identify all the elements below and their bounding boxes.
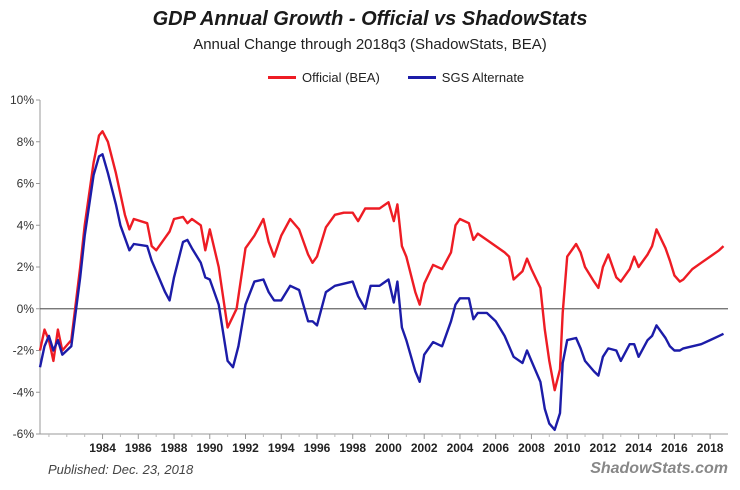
y-tick-label: -4% [13, 385, 35, 399]
x-tick-label: 2008 [518, 441, 545, 455]
x-tick-label: 2010 [554, 441, 581, 455]
series-line-official [38, 130, 725, 392]
x-tick-label: 1986 [125, 441, 152, 455]
x-tick-label: 1994 [268, 441, 295, 455]
x-tick-label: 2016 [661, 441, 688, 455]
x-tick-label: 2000 [375, 441, 402, 455]
x-tick-label: 2014 [625, 441, 652, 455]
y-tick-label: -2% [13, 344, 35, 358]
x-tick-label: 1992 [232, 441, 259, 455]
published-date: Published: Dec. 23, 2018 [48, 462, 194, 477]
y-tick-label: 0% [17, 302, 35, 316]
x-tick-label: 2018 [697, 441, 724, 455]
y-tick-label: 4% [17, 218, 35, 232]
legend-swatch-official [268, 76, 296, 79]
chart-legend: Official (BEA) SGS Alternate [268, 70, 552, 85]
legend-item-official: Official (BEA) [268, 70, 380, 85]
legend-swatch-sgs [407, 76, 436, 79]
y-tick-label: 10% [10, 93, 34, 107]
y-tick-label: 2% [17, 260, 35, 274]
x-tick-label: 2002 [411, 441, 438, 455]
chart-title: GDP Annual Growth - Official vs ShadowSt… [152, 8, 588, 30]
x-tick-label: 2006 [482, 441, 509, 455]
x-tick-label: 1988 [161, 441, 188, 455]
source-watermark: ShadowStats.com [590, 460, 728, 477]
x-tick-label: 1984 [89, 441, 116, 455]
legend-label-sgs: SGS Alternate [441, 70, 525, 85]
x-tick-label: 2012 [590, 441, 617, 455]
chart-subtitle: Annual Change through 2018q3 (ShadowStat… [193, 36, 547, 53]
legend-item-sgs: SGS Alternate [407, 70, 525, 85]
y-tick-label: -6% [13, 427, 35, 441]
x-tick-label: 1996 [304, 441, 331, 455]
y-tick-label: 8% [17, 135, 35, 149]
x-tick-label: 2004 [447, 441, 474, 455]
legend-label-official: Official (BEA) [302, 70, 380, 85]
x-tick-label: 1998 [339, 441, 366, 455]
x-tick-label: 1990 [196, 441, 223, 455]
y-tick-label: 6% [17, 177, 35, 191]
series-line-sgs [38, 153, 725, 431]
